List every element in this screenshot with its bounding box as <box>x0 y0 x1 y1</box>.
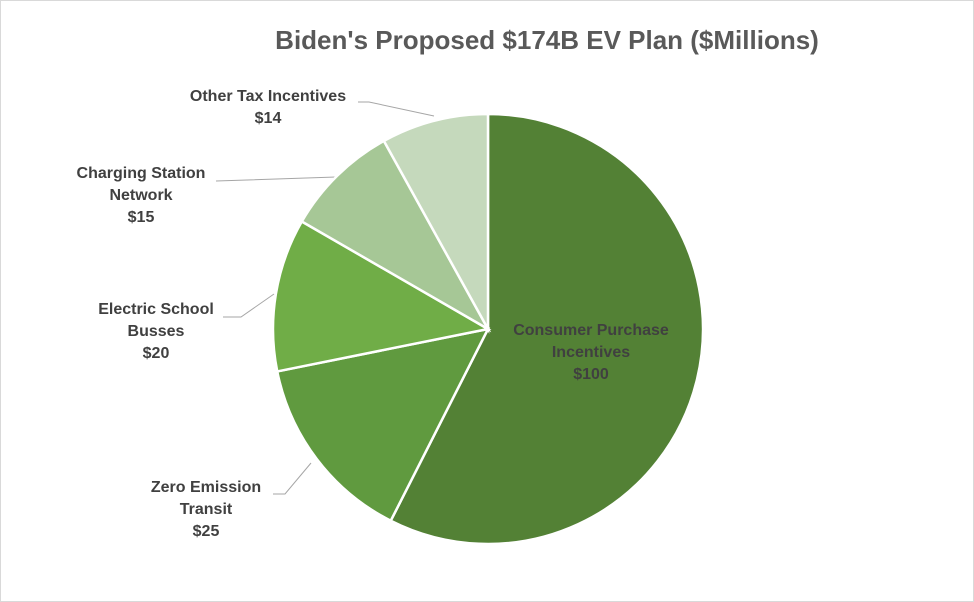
leader-line <box>273 462 312 495</box>
value-label: $100 <box>573 366 609 383</box>
pie-slice <box>271 219 492 373</box>
category-label: Zero Emission Transit <box>150 479 262 518</box>
category-label: Charging Station Network <box>76 165 206 204</box>
chart-title: Biden's Proposed $174B EV Plan ($Million… <box>275 25 819 55</box>
value-label: $25 <box>192 523 220 540</box>
data-label: Electric School Busses $20 <box>81 299 231 365</box>
data-label: Charging Station Network $15 <box>61 163 221 229</box>
category-label: Consumer Purchase Incentives <box>513 322 669 361</box>
category-label: Electric School Busses <box>98 301 214 340</box>
value-label: $20 <box>142 345 170 362</box>
data-label: Consumer Purchase Incentives $100 <box>496 320 686 386</box>
pie-slice <box>300 139 492 333</box>
leader-line <box>358 101 435 117</box>
pie-slice <box>382 112 490 334</box>
leader-line <box>223 293 275 318</box>
leader-line <box>215 176 346 182</box>
data-label: Other Tax Incentives $14 <box>158 86 378 130</box>
data-label: Zero Emission Transit $25 <box>131 477 281 543</box>
pie-slice <box>275 327 491 523</box>
pie-slice <box>389 112 705 546</box>
category-label: Other Tax Incentives <box>189 88 347 105</box>
value-label: $14 <box>254 110 282 127</box>
value-label: $15 <box>127 209 155 226</box>
